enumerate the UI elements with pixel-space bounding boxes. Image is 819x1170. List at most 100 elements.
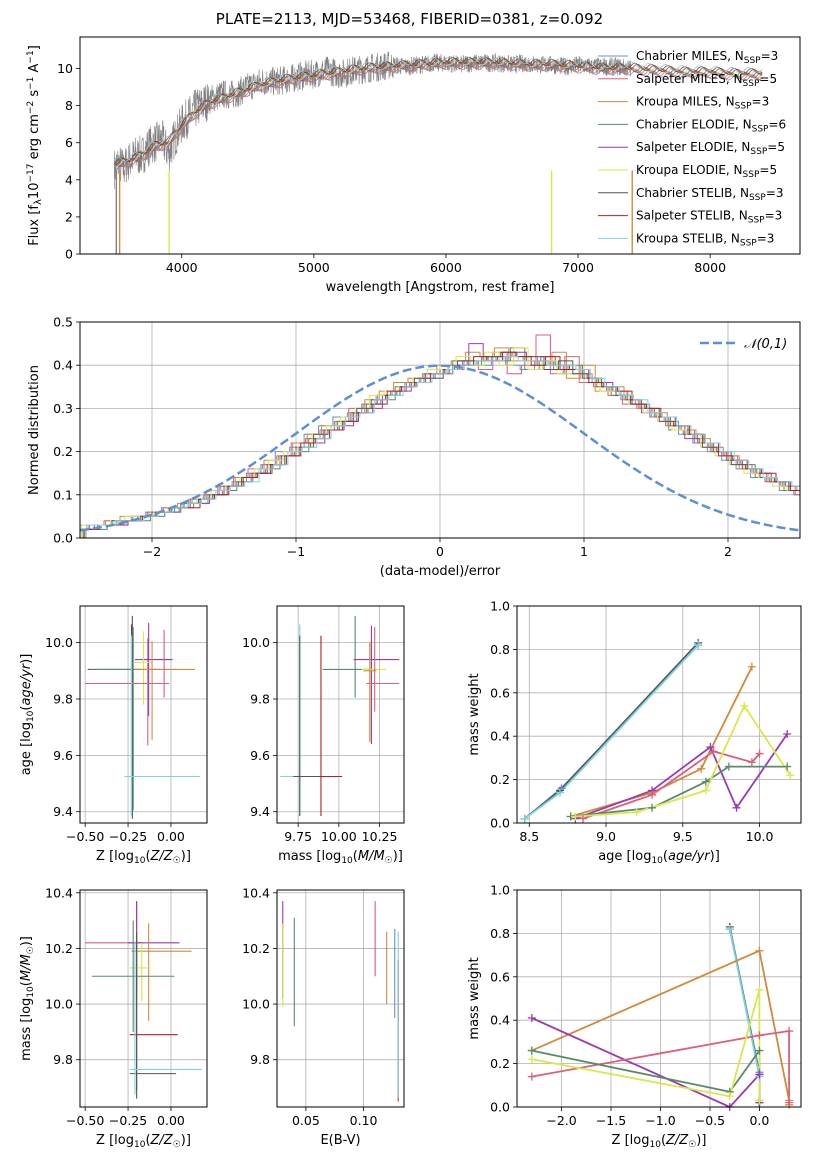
x-axis-label-part: ☉ bbox=[173, 1140, 181, 1150]
x-tick-label: 4000 bbox=[166, 260, 198, 275]
x-tick-label: 0.00 bbox=[157, 1113, 185, 1128]
x-tick-label: 6000 bbox=[430, 260, 462, 275]
weight-marker bbox=[648, 803, 657, 812]
y-tick-label: 9.8 bbox=[250, 1052, 270, 1067]
x-tick-label: 0 bbox=[436, 544, 444, 559]
y-axis-label-part: ] bbox=[27, 45, 42, 50]
legend-subscript: SSP bbox=[744, 56, 761, 66]
legend-label: Salpeter STELIB, NSSP=3 bbox=[636, 209, 782, 226]
y-tick-label: 0.6 bbox=[490, 969, 510, 984]
panel-mass-vs-ebv: 0.05 0.10 9.8 10.0 10.2 10.4 E(B-V) bbox=[242, 885, 405, 1148]
x-tick-label: 8.5 bbox=[519, 829, 539, 844]
y-tick-label: 9.8 bbox=[250, 692, 270, 707]
weight-marker bbox=[783, 762, 792, 771]
x-tick-label: 9.5 bbox=[673, 829, 693, 844]
y-axis-label-part: A bbox=[27, 63, 42, 76]
x-tick-label: 2 bbox=[724, 544, 732, 559]
y-tick-label: 10.2 bbox=[242, 941, 270, 956]
model-fit-line bbox=[114, 60, 763, 168]
legend-subscript: SSP bbox=[743, 170, 760, 180]
x-axis-label-part: )] bbox=[710, 849, 720, 864]
x-axis-label: age [log10(age/yr)] bbox=[598, 849, 720, 866]
y-axis-label-part: s bbox=[27, 90, 42, 101]
y-axis-label-part: )] bbox=[19, 936, 34, 946]
residual-histogram bbox=[85, 356, 800, 538]
panel-spectrum: 4000 5000 6000 7000 8000 0 2 4 6 8 10 wavelength [A… bbox=[26, 36, 801, 295]
legend-label: Kroupa MILES, NSSP=3 bbox=[636, 95, 769, 112]
y-tick-label: 10 bbox=[57, 61, 73, 76]
y-axis-label-part: −1 bbox=[26, 50, 36, 63]
legend-label: Salpeter ELODIE, NSSP=5 bbox=[636, 140, 785, 157]
y-axis-label-part: erg cm bbox=[27, 114, 42, 163]
x-tick-label: −2 bbox=[143, 544, 161, 559]
y-tick-label: 10.0 bbox=[45, 997, 73, 1012]
y-tick-label: 10.4 bbox=[242, 885, 270, 900]
weight-marker bbox=[747, 662, 756, 671]
weight-marker bbox=[694, 641, 703, 650]
weight-marker bbox=[701, 777, 710, 786]
weight-marker bbox=[527, 1055, 536, 1064]
x-axis-label-part: )] bbox=[181, 849, 191, 864]
legend-text: Chabrier STELIB, N bbox=[636, 186, 749, 200]
y-tick-label: 2 bbox=[65, 209, 73, 224]
y-tick-label: 0 bbox=[65, 247, 73, 262]
x-axis-label-part: )] bbox=[696, 1133, 706, 1148]
legend-subscript: SSP bbox=[735, 102, 752, 112]
panel-residuals: −2 −1 0 1 2 0.0 0.1 0.2 0.3 0.4 0.5 (data-model)/er… bbox=[27, 315, 801, 579]
legend-text: Salpeter MILES, N bbox=[636, 72, 743, 86]
x-axis-label-part: age [log bbox=[598, 849, 651, 864]
x-axis-label-part: M/M bbox=[358, 849, 385, 864]
x-tick-label: 9.0 bbox=[596, 829, 616, 844]
legend-text: Salpeter ELODIE, N bbox=[636, 140, 750, 154]
weight-line bbox=[531, 989, 761, 1101]
y-tick-label: 10.0 bbox=[242, 997, 270, 1012]
y-axis-label-part: −2 bbox=[26, 101, 36, 114]
x-tick-label: 0.10 bbox=[350, 1113, 378, 1128]
weight-line bbox=[531, 1029, 790, 1103]
x-axis-label-part: Z/Z bbox=[150, 1133, 174, 1148]
y-tick-label: 0.2 bbox=[490, 1056, 510, 1071]
legend-value: =5 bbox=[759, 72, 777, 86]
legend-text: Kroupa STELIB, N bbox=[636, 231, 740, 245]
y-axis-label-part: mass [log bbox=[19, 998, 34, 1061]
x-axis-label-part: ( bbox=[145, 1133, 150, 1148]
x-axis-label-part: ☉ bbox=[385, 856, 393, 866]
y-axis-label-part: λ bbox=[33, 199, 44, 205]
y-tick-label: 10.0 bbox=[242, 635, 270, 650]
x-tick-label: 0.00 bbox=[157, 829, 185, 844]
x-axis-label-part: Z [log bbox=[96, 1133, 134, 1148]
weight-marker bbox=[785, 1098, 794, 1107]
x-tick-label: −0.25 bbox=[109, 1113, 147, 1128]
weight-marker bbox=[697, 764, 706, 773]
y-tick-label: 10.0 bbox=[45, 635, 73, 650]
weight-marker bbox=[786, 771, 795, 780]
y-axis-label: mass weight bbox=[467, 673, 482, 755]
y-axis-label-part: )] bbox=[19, 654, 34, 664]
weight-line bbox=[531, 1017, 761, 1107]
weight-marker bbox=[785, 1027, 794, 1036]
weight-marker bbox=[755, 946, 764, 955]
x-axis-label-part: 10 bbox=[134, 1140, 146, 1150]
y-axis-label-part: age/yr bbox=[19, 662, 34, 705]
x-axis-label: (data-model)/error bbox=[380, 564, 501, 579]
y-tick-label: 0.4 bbox=[490, 1013, 510, 1028]
legend-label: Chabrier ELODIE, NSSP=6 bbox=[636, 117, 786, 134]
legend-value: =5 bbox=[759, 163, 777, 177]
plot-area bbox=[113, 51, 763, 254]
y-axis-label: mass weight bbox=[467, 957, 482, 1039]
weight-line bbox=[582, 750, 761, 820]
y-tick-label: 0.0 bbox=[490, 816, 510, 831]
weight-marker bbox=[701, 786, 710, 795]
x-tick-label: −0.5 bbox=[695, 1113, 725, 1128]
x-tick-label: 0.05 bbox=[292, 1113, 320, 1128]
legend-subscript: SSP bbox=[743, 79, 760, 89]
x-axis-label-part: ☉ bbox=[173, 856, 181, 866]
x-tick-label: −0.50 bbox=[66, 1113, 104, 1128]
plot-area bbox=[85, 615, 201, 819]
weight-marker bbox=[709, 747, 718, 756]
legend-label: 𝒩(0,1) bbox=[744, 337, 787, 352]
axes-frame bbox=[276, 889, 405, 1108]
legend-text: Kroupa ELODIE, N bbox=[636, 163, 743, 177]
y-tick-label: 9.6 bbox=[53, 748, 73, 763]
y-axis-label-part: 10 bbox=[26, 986, 36, 998]
